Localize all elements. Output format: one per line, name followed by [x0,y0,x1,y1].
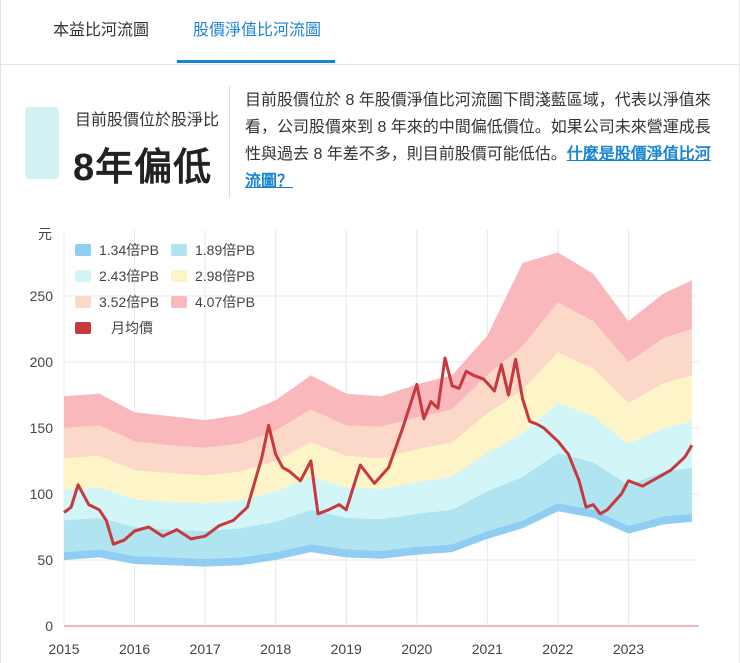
x-tick-label-2022: 2022 [542,641,573,657]
legend-swatch-1.89倍PB [171,244,187,256]
status-description: 目前股價位於 8 年股價淨值比河流圖下間淺藍區域，代表以淨值來看，公司股價來到 … [245,87,719,195]
tab-pb-river[interactable]: 股價淨值比河流圖 [192,22,321,39]
x-tick-label-2015: 2015 [48,641,79,657]
x-tick-label-2016: 2016 [119,641,150,657]
x-tick-label-2020: 2020 [401,641,432,657]
y-tick-label-50: 50 [37,552,53,568]
legend-swatch-2.43倍PB [75,270,91,282]
description-text: 目前股價位於 8 年股價淨值比河流圖下間淺藍區域，代表以淨值來看，公司股價來到 … [245,92,711,163]
band-2.98倍PB [64,352,692,504]
band-2.43倍PB [64,402,692,531]
tab-pe-river[interactable]: 本益比河流圖 [52,22,149,39]
y-tick-label-200: 200 [30,354,54,370]
band-4.07倍PB [64,252,692,448]
help-link[interactable]: 什麼是股價淨值比河流圖？ [245,146,711,190]
active-tab-indicator [177,60,335,63]
legend-label-月均價: 月均價 [111,320,153,336]
y-tick-label-0: 0 [45,618,53,634]
band-3.52倍PB [64,302,692,476]
y-tick-label-250: 250 [30,288,54,304]
pb-river-chart: 0 50 100 150 200 250 元 2015 2016 2017 2018 2019 2020… [30,226,699,657]
price-line [63,356,694,546]
legend-label-1.34倍PB: 1.34倍PB [99,242,159,258]
y-tick-label-150: 150 [30,420,54,436]
tab-bar: 本益比河流圖 股價淨值比河流圖 [1,0,739,65]
legend-swatch-2.98倍PB [171,270,187,282]
status-value: 8年偏低 [73,147,213,189]
y-tick-label-100: 100 [30,486,54,502]
legend-swatch-月均價 [75,322,91,334]
x-tick-label-2019: 2019 [331,641,362,657]
divider [229,86,230,198]
band-1.89倍PB [64,453,692,559]
x-tick-label-2017: 2017 [190,641,221,657]
legend-swatch-3.52倍PB [75,296,91,308]
x-tick-label-2023: 2023 [613,641,644,657]
legend-label-2.43倍PB: 2.43倍PB [99,268,159,284]
legend-label-3.52倍PB: 3.52倍PB [99,294,159,310]
legend-swatch-4.07倍PB [171,296,187,308]
y-unit-label: 元 [38,226,52,242]
legend-label-1.89倍PB: 1.89倍PB [195,242,255,258]
legend-label-2.98倍PB: 2.98倍PB [195,268,255,284]
status-label: 目前股價位於股淨比 [75,112,220,129]
legend-swatch-1.34倍PB [75,244,91,256]
x-tick-label-2021: 2021 [472,641,503,657]
status-color-swatch [25,107,59,179]
band-1.34倍PB [64,503,692,567]
x-tick-label-2018: 2018 [260,641,291,657]
legend-label-4.07倍PB: 4.07倍PB [195,294,255,310]
